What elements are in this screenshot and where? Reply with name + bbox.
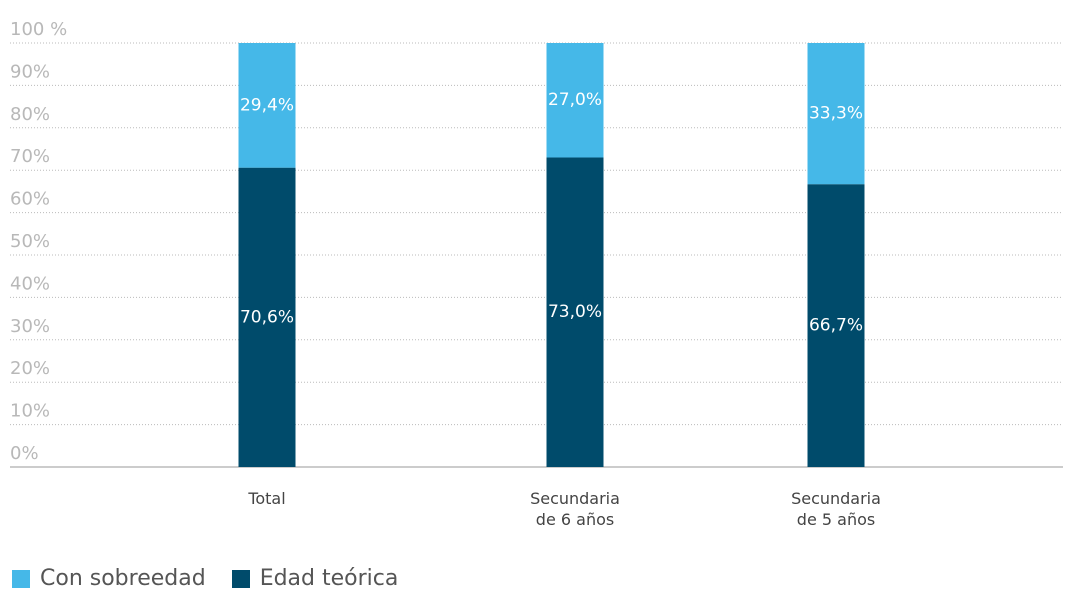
legend-swatch [12, 569, 30, 588]
x-tick-label: Secundaria de 5 años [791, 489, 881, 529]
legend-item: Con sobreedad [12, 566, 206, 591]
value-label: 73,0% [548, 302, 602, 322]
y-tick-label: 60% [10, 189, 50, 210]
bar-segment [807, 43, 865, 185]
legend-label: Edad teórica [259, 566, 399, 591]
legend: Con sobreedad Edad teórica [12, 566, 424, 591]
value-label: 27,0% [548, 90, 602, 110]
y-tick-label: 40% [10, 273, 50, 294]
y-tick-label: 30% [10, 316, 50, 337]
value-label: 33,3% [809, 104, 863, 124]
bar-segment [807, 184, 865, 467]
value-label: 66,7% [809, 316, 863, 336]
y-tick-label: 100 % [10, 19, 67, 40]
x-tick-label: Total [248, 489, 286, 508]
value-label: 29,4% [240, 95, 294, 115]
y-tick-label: 50% [10, 231, 50, 252]
value-label: 70,6% [240, 307, 294, 327]
bar-segment [238, 43, 296, 168]
x-tick-label: Secundaria de 6 años [530, 489, 620, 529]
legend-item: Edad teórica [231, 566, 399, 591]
y-tick-label: 70% [10, 146, 50, 167]
y-tick-label: 80% [10, 104, 50, 125]
bar-segment [546, 157, 604, 468]
y-tick-label: 10% [10, 401, 50, 422]
y-tick-label: 90% [10, 61, 50, 82]
y-tick-label: 0% [10, 443, 39, 464]
bar-segment [546, 43, 604, 158]
legend-swatch [231, 569, 250, 588]
y-tick-label: 20% [10, 358, 50, 379]
bar-segment [238, 167, 296, 467]
legend-label: Con sobreedad [40, 566, 206, 591]
